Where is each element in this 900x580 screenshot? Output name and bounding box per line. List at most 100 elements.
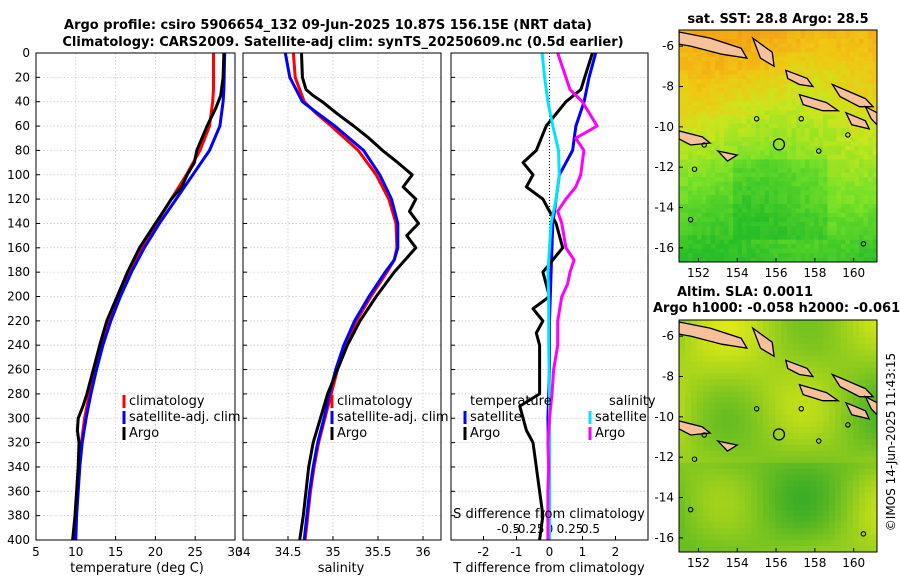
lat-tick-label: -12 xyxy=(654,450,674,464)
reef-outline xyxy=(691,456,698,462)
depth-tick-label: 300 xyxy=(7,411,30,425)
land-mass xyxy=(798,383,841,402)
x-tick-label: 5 xyxy=(32,545,40,559)
lat-tick-label: -12 xyxy=(654,160,674,174)
x-tick-label: 36 xyxy=(415,545,430,559)
land-mass xyxy=(751,36,775,68)
legend-climatology: climatology xyxy=(129,394,205,409)
legend-salinity-header: salinity xyxy=(609,394,656,409)
legend-argo: Argo xyxy=(337,426,367,441)
legend-argo: Argo xyxy=(129,426,159,441)
land-mass xyxy=(798,93,841,112)
land-mass xyxy=(784,69,815,88)
x-tick-label: 34.5 xyxy=(275,545,302,559)
lat-tick-label: -8 xyxy=(662,369,674,383)
sst-map-title: sat. SST: 28.8 Argo: 28.5 xyxy=(687,12,868,27)
title-line2: Climatology: CARS2009. Satellite-adj cli… xyxy=(62,35,623,50)
legend-t-satellite: satellite xyxy=(470,410,522,425)
sla-map-title-line1: Altim. SLA: 0.0011 xyxy=(677,285,813,300)
lat-tick-label: -10 xyxy=(654,410,674,424)
depth-tick-label: 160 xyxy=(7,241,30,255)
lon-tick-label: 152 xyxy=(687,556,710,570)
lat-tick-label: -10 xyxy=(654,120,674,134)
reef-outline xyxy=(845,132,851,138)
depth-tick-label: 280 xyxy=(7,387,30,401)
depth-tick-label: 140 xyxy=(7,216,30,230)
reef-outline xyxy=(687,506,694,513)
depth-tick-label: 40 xyxy=(15,95,30,109)
lon-tick-label: 160 xyxy=(842,266,865,280)
depth-tick-label: 100 xyxy=(7,168,30,182)
difference-legend: temperature satellite Argo salinity sate… xyxy=(463,394,656,441)
reef-outline xyxy=(860,531,867,537)
depth-tick-label: 120 xyxy=(7,192,30,206)
depth-tick-label: 340 xyxy=(7,460,30,474)
reef-outline xyxy=(798,406,805,412)
legend-satellite: satellite-adj. clim xyxy=(337,410,449,425)
reef-outline xyxy=(845,422,851,428)
reef-outline xyxy=(816,438,822,444)
lon-tick-label: 156 xyxy=(765,556,788,570)
x-tick-label: 1 xyxy=(579,545,587,559)
salinity-xlabel: salinity xyxy=(318,561,365,576)
x-tick-top-label: 0.25 xyxy=(557,522,584,536)
series-satellite-adj-clim xyxy=(283,53,400,540)
plot-frame xyxy=(35,52,236,541)
depth-tick-label: 360 xyxy=(7,484,30,498)
reef-outline xyxy=(701,432,707,438)
depth-tick-label: 20 xyxy=(15,70,30,84)
depth-tick-label: 260 xyxy=(7,363,30,377)
x-tick-top-label: 0.5 xyxy=(581,522,600,536)
reef-outline xyxy=(753,116,760,122)
series-argo xyxy=(71,53,226,540)
land-mass xyxy=(863,105,877,126)
depth-tick-label: 0 xyxy=(22,46,30,60)
lat-tick-label: -6 xyxy=(662,39,674,53)
x-tick-label: 30 xyxy=(227,545,242,559)
lat-tick-label: -8 xyxy=(662,79,674,93)
salinity-panel: 34 34.5 35 35.5 36 xyxy=(235,52,442,559)
land-mass xyxy=(679,321,749,350)
x-tick-top-label: -0.25 xyxy=(513,522,544,536)
s-difference-label: S difference from climatology xyxy=(453,507,645,522)
land-mass xyxy=(751,326,775,358)
timestamp: ©IMOS 14-Jun-2025 11:43:15 xyxy=(884,353,898,531)
salinity-legend: climatology satellite-adj. clim Argo xyxy=(330,394,449,441)
x-tick-label: 0 xyxy=(546,545,554,559)
reef-outline xyxy=(701,142,707,148)
lon-tick-label: 158 xyxy=(803,266,826,280)
title-line1: Argo profile: csiro 5906654_132 09-Jun-2… xyxy=(64,18,592,33)
x-tick-label: -1 xyxy=(511,545,523,559)
legend-s-argo: Argo xyxy=(595,426,625,441)
lon-tick-label: 160 xyxy=(842,556,865,570)
lon-tick-label: 152 xyxy=(687,266,710,280)
x-tick-label: 34 xyxy=(235,545,250,559)
temperature-panel: 0 20 40 60 80 100 120 140 160 180 200 220 240 260 280 3… xyxy=(7,46,243,559)
x-tick-label: 20 xyxy=(148,545,163,559)
depth-tick-label: 80 xyxy=(15,143,30,157)
land-mass xyxy=(715,439,739,452)
land-mass xyxy=(679,420,712,436)
lon-tick-label: 158 xyxy=(803,556,826,570)
series-satellite-adj-clim xyxy=(74,53,227,540)
t-difference-xlabel: T difference from climatology xyxy=(452,561,645,576)
depth-tick-label: 320 xyxy=(7,436,30,450)
lat-tick-label: -14 xyxy=(654,201,674,215)
x-tick-label: 10 xyxy=(68,545,83,559)
depth-tick-label: 180 xyxy=(7,265,30,279)
sst-map: 152 154 156 158 160 -6 -8 -10 -12 -14 -16 xyxy=(654,29,878,280)
legend-temperature-header: temperature xyxy=(470,394,552,409)
land-mass xyxy=(679,130,712,146)
lat-tick-label: -14 xyxy=(654,491,674,505)
x-tick-top-label: -0.5 xyxy=(497,522,520,536)
land-mass xyxy=(679,31,749,60)
map-frame xyxy=(678,29,878,263)
argo-position-marker xyxy=(772,138,786,151)
land-mass xyxy=(844,401,871,420)
plot-frame xyxy=(242,52,442,541)
reef-outline xyxy=(691,166,698,172)
depth-tick-label: 240 xyxy=(7,338,30,352)
temperature-xlabel: temperature (deg C) xyxy=(70,561,204,576)
lon-tick-label: 156 xyxy=(765,266,788,280)
